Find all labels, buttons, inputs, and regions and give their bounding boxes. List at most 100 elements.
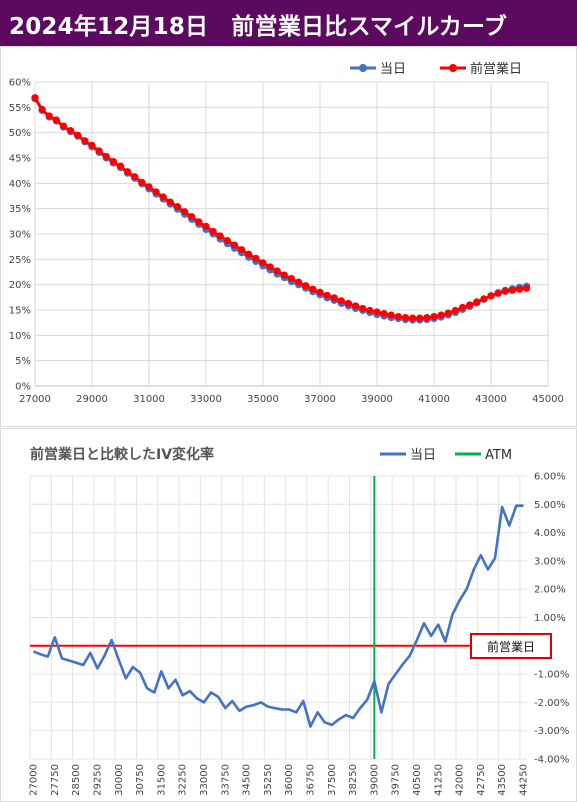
y-tick-label: 55% [9, 103, 31, 114]
data-point [273, 267, 281, 275]
data-point [387, 311, 395, 319]
y-tick-label: 60% [9, 78, 31, 89]
chart2-frame [0, 428, 577, 802]
data-point [494, 289, 502, 297]
x-tick-label: 37500 [327, 764, 338, 796]
data-point [38, 105, 46, 113]
data-point [59, 122, 68, 130]
data-point [359, 304, 367, 313]
reference-annotation: 前営業日 [470, 633, 552, 659]
chart1-series [31, 94, 531, 324]
data-point [131, 173, 139, 181]
legend-prev-label: 前営業日 [470, 61, 522, 77]
data-point [181, 208, 189, 216]
x-tick-label: 39750 [391, 764, 402, 796]
legend-prev-marker [449, 64, 457, 72]
smile-curve-chart: 0% 5% 10% 15% 20% 25% 30% 35% 40% 45% 50% 55% 60% 27… [0, 46, 577, 427]
legend-today-marker [359, 64, 367, 72]
chart1-x-axis: 27000 29000 31000 33000 35000 37000 39000 41000… [19, 394, 564, 405]
x-tick-label: 36750 [305, 764, 316, 796]
x-tick-label: 28500 [71, 764, 82, 796]
data-point [337, 297, 345, 305]
data-point [252, 254, 260, 262]
y-tick-label: 5.00% [534, 500, 566, 511]
data-point [202, 222, 210, 230]
data-point [515, 285, 524, 293]
data-point [451, 306, 459, 315]
data-point [295, 278, 303, 286]
data-point [230, 241, 239, 249]
data-point [344, 299, 353, 308]
legend-item-atm: ATM [455, 448, 512, 463]
legend-today-label: 当日 [410, 448, 436, 463]
data-point [380, 309, 388, 318]
x-tick-label: 27000 [29, 764, 40, 796]
data-point [323, 291, 331, 299]
x-tick-label: 31000 [133, 394, 165, 405]
y-tick-label: 4.00% [534, 528, 566, 539]
data-point [52, 116, 60, 124]
title-banner: 2024年12月18日 前営業日比スマイルカーブ [0, 0, 577, 46]
data-point [102, 152, 110, 161]
x-tick-label: 39000 [361, 394, 393, 405]
data-point [88, 141, 96, 149]
data-point [195, 218, 203, 226]
data-point [352, 302, 360, 310]
y-tick-label: 35% [9, 204, 31, 215]
data-point [409, 314, 417, 322]
data-point [430, 312, 438, 321]
x-tick-label: 41000 [418, 394, 450, 405]
data-point [259, 259, 267, 267]
series-line [33, 98, 527, 322]
y-tick-label: 15% [9, 306, 31, 317]
chart1-gridlines [34, 81, 549, 387]
data-point [138, 178, 146, 186]
data-point [373, 308, 381, 316]
x-tick-label: 34500 [242, 764, 253, 796]
x-tick-label: 44250 [518, 764, 529, 796]
data-point [316, 288, 324, 296]
data-point [223, 236, 231, 245]
data-point [487, 292, 495, 300]
data-point [109, 157, 117, 166]
y-tick-label: 10% [9, 331, 31, 342]
legend-item-today: 当日 [380, 448, 436, 463]
y-tick-label: -4.00% [534, 755, 569, 766]
data-point [31, 94, 39, 102]
x-tick-label: 27750 [50, 764, 61, 796]
x-tick-label: 39000 [369, 764, 380, 796]
x-tick-label: 42750 [476, 764, 487, 796]
data-point [366, 306, 374, 315]
x-tick-label: 40500 [412, 764, 423, 796]
chart2-title: 前営業日と比較したIV変化率 [30, 446, 214, 463]
legend-today-label: 当日 [380, 62, 406, 77]
y-tick-label: 2.00% [534, 585, 566, 596]
x-tick-label: 29250 [92, 764, 103, 796]
data-point [302, 282, 310, 290]
series-prev-day [31, 94, 531, 322]
y-tick-label: 3.00% [534, 556, 566, 567]
data-point [394, 312, 402, 321]
chart2-gridlines [29, 475, 527, 760]
y-tick-label: -1.00% [534, 670, 569, 681]
data-point [287, 274, 296, 283]
data-point [124, 168, 132, 176]
x-tick-label: 30000 [114, 764, 125, 796]
x-tick-label: 43000 [475, 394, 507, 405]
data-point [401, 314, 410, 322]
x-tick-label: 32250 [178, 764, 189, 796]
y-tick-label: 30% [9, 230, 31, 241]
x-tick-label: 45000 [532, 394, 564, 405]
series-line [33, 97, 527, 320]
y-tick-label: 45% [9, 154, 31, 165]
y-tick-label: 40% [9, 179, 31, 190]
data-point [159, 193, 167, 201]
chart1-y-axis: 0% 5% 10% 15% 20% 25% 30% 35% 40% 45% 50% 55% 60% [9, 78, 31, 393]
x-tick-label: 35000 [247, 394, 279, 405]
data-point [245, 250, 253, 258]
data-point [95, 147, 103, 155]
data-point [280, 271, 288, 279]
x-tick-label: 31500 [156, 764, 167, 796]
legend-item-today: 当日 [350, 62, 406, 77]
data-point [216, 232, 224, 240]
